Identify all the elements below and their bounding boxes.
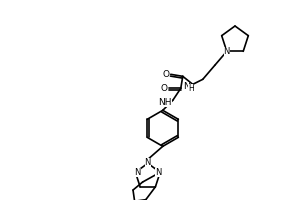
Text: H: H: [188, 84, 194, 93]
Text: N: N: [224, 47, 230, 56]
Text: O: O: [160, 84, 167, 93]
Text: N: N: [183, 82, 190, 91]
Text: N: N: [145, 158, 151, 167]
Text: N: N: [155, 168, 161, 177]
Text: N: N: [134, 168, 141, 177]
Text: NH: NH: [158, 98, 172, 107]
Text: O: O: [162, 70, 169, 79]
